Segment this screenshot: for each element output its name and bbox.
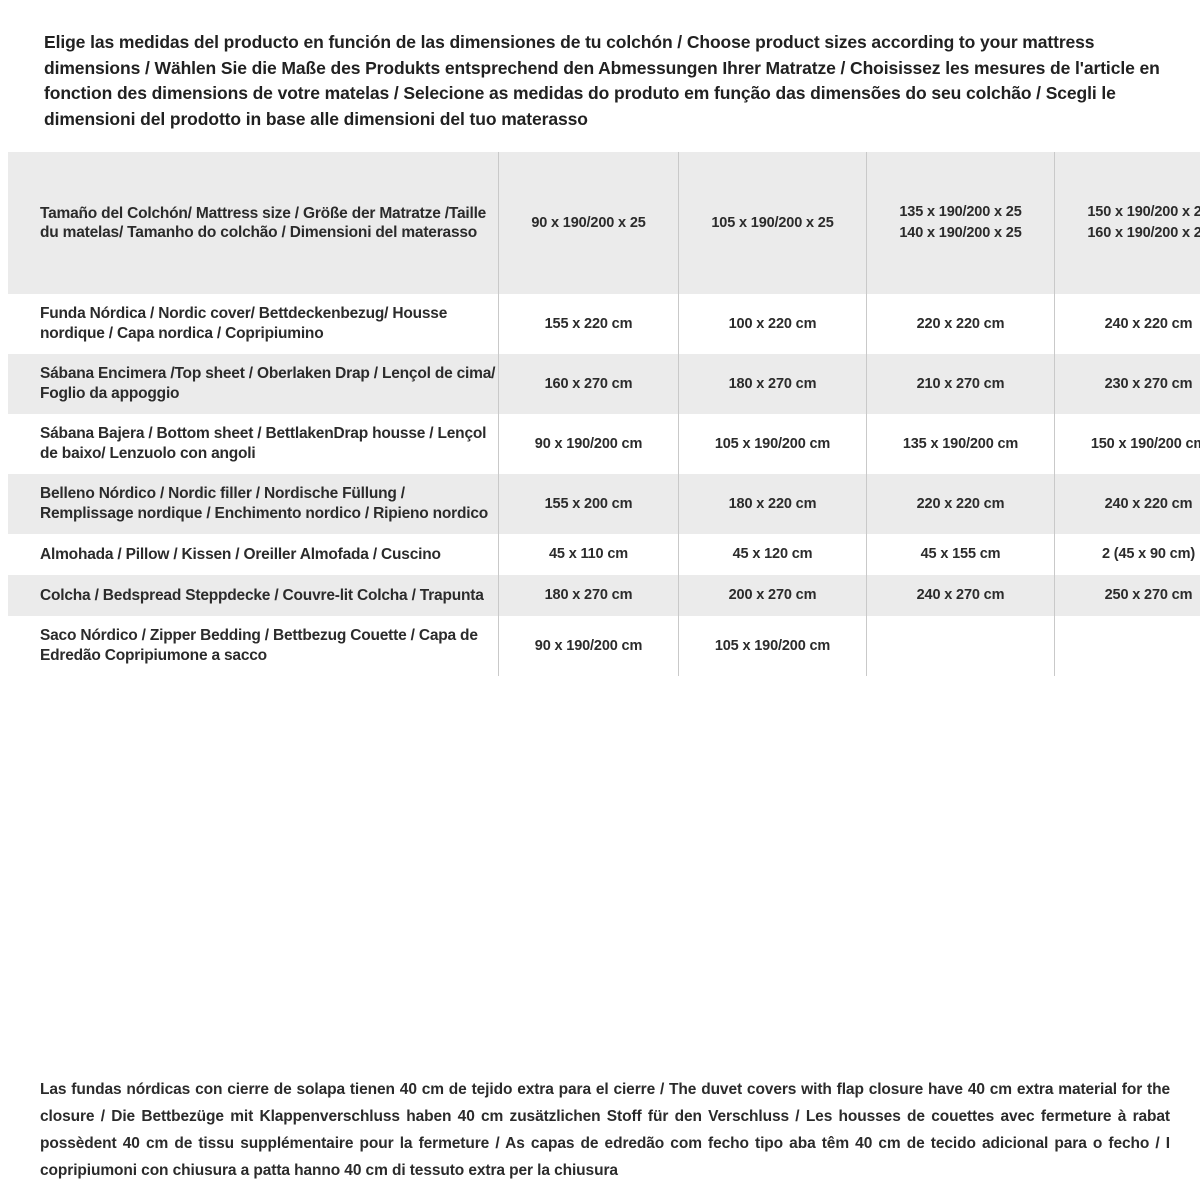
row-label: Almohada / Pillow / Kissen / Oreiller Al…: [8, 534, 499, 575]
row-value: 180 x 270 cm: [498, 575, 679, 616]
header-col-1: 90 x 190/200 x 25: [498, 152, 679, 294]
header-col-4-line-2: 160 x 190/200 x 25: [1087, 225, 1200, 241]
row-value: 220 x 220 cm: [866, 294, 1055, 354]
table-row: Saco Nórdico / Zipper Bedding / Bettbezu…: [8, 616, 1200, 676]
table-row: Colcha / Bedspread Steppdecke / Couvre-l…: [8, 575, 1200, 616]
row-value: 105 x 190/200 cm: [678, 414, 867, 474]
row-value: 155 x 220 cm: [498, 294, 679, 354]
row-value: 2 (45 x 90 cm): [1054, 534, 1200, 575]
row-value: [1054, 616, 1200, 676]
footnote-content: Las fundas nórdicas con cierre de solapa…: [40, 1081, 1170, 1179]
row-value: 150 x 190/200 cm: [1054, 414, 1200, 474]
row-value: 90 x 190/200 cm: [498, 616, 679, 676]
row-value: 250 x 270 cm: [1054, 575, 1200, 616]
row-value: 45 x 120 cm: [678, 534, 867, 575]
row-label: Colcha / Bedspread Steppdecke / Couvre-l…: [8, 575, 499, 616]
row-label: Sábana Encimera /Top sheet / Oberlaken D…: [8, 354, 499, 414]
row-label: Saco Nórdico / Zipper Bedding / Bettbezu…: [8, 616, 499, 676]
row-value: 210 x 270 cm: [866, 354, 1055, 414]
header-col-3-line-2: 140 x 190/200 x 25: [899, 225, 1022, 241]
table-row: Almohada / Pillow / Kissen / Oreiller Al…: [8, 534, 1200, 575]
row-value: [866, 616, 1055, 676]
header-col-4: 150 x 190/200 x 25 160 x 190/200 x 25: [1054, 152, 1200, 294]
row-value: 155 x 200 cm: [498, 474, 679, 534]
row-value: 135 x 190/200 cm: [866, 414, 1055, 474]
row-value: 100 x 220 cm: [678, 294, 867, 354]
row-value: 220 x 220 cm: [866, 474, 1055, 534]
header-col-3-line-1: 135 x 190/200 x 25: [899, 204, 1022, 220]
header-label-mattress-size: Tamaño del Colchón/ Mattress size / Größ…: [8, 152, 499, 294]
footnote-text: Las fundas nórdicas con cierre de solapa…: [40, 1076, 1170, 1184]
table-header-row: Tamaño del Colchón/ Mattress size / Größ…: [8, 152, 1200, 294]
row-value: 240 x 220 cm: [1054, 294, 1200, 354]
mattress-size-table: Tamaño del Colchón/ Mattress size / Größ…: [8, 152, 1200, 676]
table-row: Sábana Encimera /Top sheet / Oberlaken D…: [8, 354, 1200, 414]
row-value: 90 x 190/200 cm: [498, 414, 679, 474]
row-value: 230 x 270 cm: [1054, 354, 1200, 414]
row-value: 180 x 270 cm: [678, 354, 867, 414]
row-label: Belleno Nórdico / Nordic filler / Nordis…: [8, 474, 499, 534]
table-row: Belleno Nórdico / Nordic filler / Nordis…: [8, 474, 1200, 534]
header-col-2: 105 x 190/200 x 25: [678, 152, 867, 294]
row-value: 160 x 270 cm: [498, 354, 679, 414]
row-value: 200 x 270 cm: [678, 575, 867, 616]
row-value: 180 x 220 cm: [678, 474, 867, 534]
row-value: 45 x 110 cm: [498, 534, 679, 575]
row-label: Funda Nórdica / Nordic cover/ Bettdecken…: [8, 294, 499, 354]
header-col-4-line-1: 150 x 190/200 x 25: [1087, 204, 1200, 220]
header-col-3: 135 x 190/200 x 25 140 x 190/200 x 25: [866, 152, 1055, 294]
row-value: 240 x 270 cm: [866, 575, 1055, 616]
row-value: 45 x 155 cm: [866, 534, 1055, 575]
intro-paragraph: Elige las medidas del producto en funció…: [44, 32, 1160, 129]
row-value: 105 x 190/200 cm: [678, 616, 867, 676]
row-value: 240 x 220 cm: [1054, 474, 1200, 534]
row-label: Sábana Bajera / Bottom sheet / Bettlaken…: [8, 414, 499, 474]
table-row: Funda Nórdica / Nordic cover/ Bettdecken…: [8, 294, 1200, 354]
table-row: Sábana Bajera / Bottom sheet / Bettlaken…: [8, 414, 1200, 474]
table-body: Tamaño del Colchón/ Mattress size / Größ…: [8, 152, 1200, 676]
